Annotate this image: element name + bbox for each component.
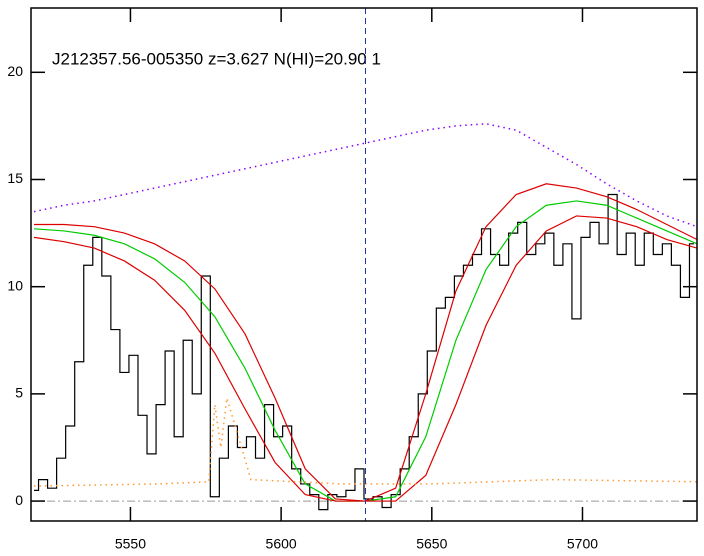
y-tick-label: 20 — [7, 63, 23, 79]
y-tick-label: 15 — [7, 170, 23, 186]
plot-frame — [30, 7, 698, 522]
x-tick-label: 5600 — [266, 536, 297, 552]
y-tick-label: 10 — [7, 277, 23, 293]
y-tick-label: 0 — [15, 492, 23, 508]
y-tick-label: 5 — [15, 385, 23, 401]
x-tick-label: 5700 — [567, 536, 598, 552]
x-tick-label: 5550 — [115, 536, 146, 552]
model-curve — [33, 123, 697, 228]
chart-title: J212357.56-005350 z=3.627 N(HI)=20.90 1 — [52, 49, 381, 68]
flux-histogram — [34, 193, 694, 511]
x-tick-label: 5650 — [416, 536, 447, 552]
